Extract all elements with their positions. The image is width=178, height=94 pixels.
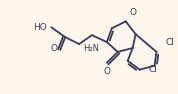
Text: H₂N: H₂N (83, 44, 99, 53)
Text: HO: HO (34, 23, 47, 32)
Text: O: O (50, 44, 57, 53)
Text: Cl: Cl (165, 38, 174, 47)
Text: O: O (130, 8, 137, 17)
Text: O: O (103, 67, 110, 76)
Text: Cl: Cl (148, 65, 157, 74)
